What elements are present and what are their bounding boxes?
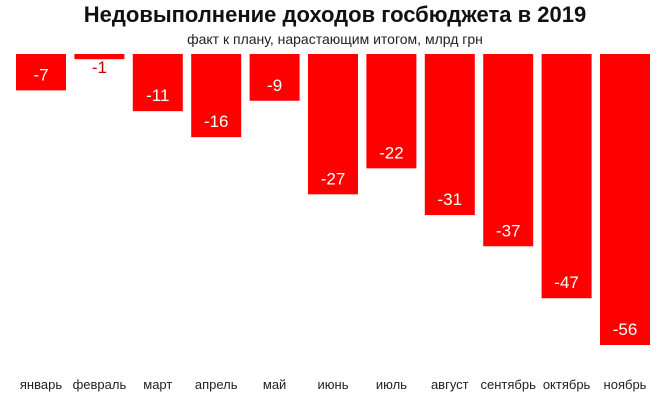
category-label-ноябрь: ноябрь (604, 377, 647, 392)
data-label-июль: -22 (379, 143, 404, 162)
bar-май (249, 54, 300, 101)
data-label-ноябрь: -56 (613, 320, 638, 339)
data-label-апрель: -16 (204, 112, 229, 131)
category-label-июнь: июнь (318, 377, 349, 392)
bar-ноябрь (600, 54, 650, 345)
bar-январь (16, 54, 66, 91)
bar-февраль (74, 54, 125, 60)
category-label-май: май (263, 377, 286, 392)
data-label-февраль: -1 (92, 58, 107, 77)
category-label-октябрь: октябрь (543, 377, 591, 392)
category-label-февраль: февраль (73, 377, 127, 392)
category-label-январь: январь (20, 377, 62, 392)
bar-март (132, 54, 183, 112)
data-label-октябрь: -47 (554, 273, 579, 292)
chart-subtitle: факт к плану, нарастающим итогом, млрд г… (187, 31, 483, 47)
category-label-июль: июль (376, 377, 407, 392)
data-label-март: -11 (146, 86, 169, 105)
data-label-январь: -7 (33, 65, 48, 84)
data-label-май: -9 (267, 76, 282, 95)
bar-апрель (191, 54, 242, 138)
data-label-август: -31 (438, 190, 463, 209)
chart-title: Недовыполнение доходов госбюджета в 2019 (83, 2, 587, 27)
data-label-сентябрь: -37 (496, 221, 521, 240)
bar-сентябрь (483, 54, 534, 247)
category-label-март: март (143, 377, 172, 392)
bar-июль (366, 54, 417, 169)
category-label-сентябрь: сентябрь (481, 377, 537, 392)
data-label-июнь: -27 (321, 169, 346, 188)
category-label-апрель: апрель (195, 377, 238, 392)
bar-октябрь (541, 54, 592, 299)
bar-июнь (308, 54, 358, 195)
category-label-август: август (431, 377, 469, 392)
bar-август (424, 54, 475, 216)
